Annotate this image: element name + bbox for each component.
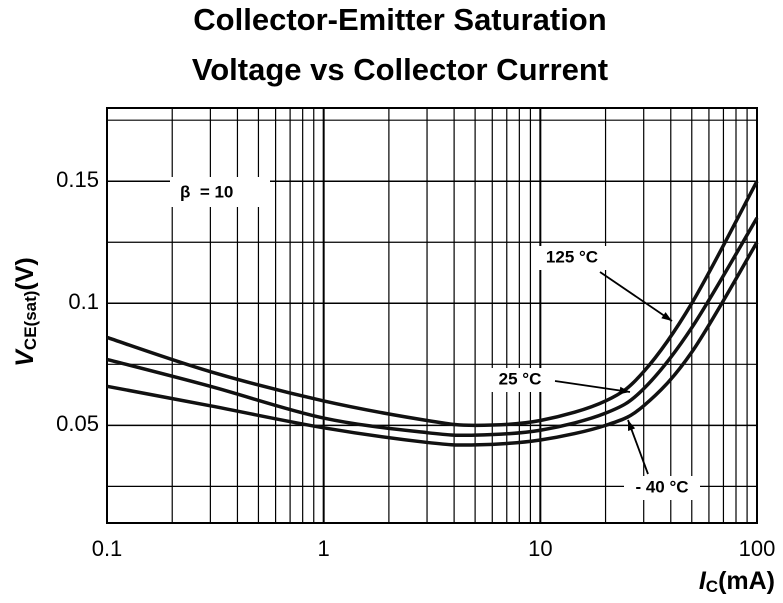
y-label-symbol: V: [11, 348, 39, 367]
series-line: [106, 180, 759, 428]
y-label-unit: (V): [11, 257, 39, 290]
y-tick-label: 0.1: [68, 289, 99, 314]
x-label-subscript: C: [706, 577, 718, 596]
label-background: [534, 246, 610, 270]
series-line: [106, 241, 759, 447]
y-label-subscript: CE(sat): [21, 291, 40, 351]
chart-title: Collector-Emitter Saturation: [193, 2, 606, 37]
x-tick-label: 100: [739, 536, 776, 561]
label-arrow: [554, 380, 631, 393]
series-label: - 40 °C: [635, 477, 688, 496]
chart-title: Voltage vs Collector Current: [192, 52, 608, 87]
y-tick-label: 0.05: [56, 411, 99, 436]
label-arrow: [599, 271, 673, 322]
series-line: [106, 216, 759, 438]
label-background: [482, 368, 558, 392]
series-label: 125 °C: [546, 247, 598, 266]
y-tick-label: 0.15: [56, 167, 99, 192]
arrow-head: [661, 312, 672, 321]
y-axis-label: VCE(sat)(V): [11, 257, 41, 367]
arrow-head: [628, 420, 636, 431]
annotation: β = 10: [180, 182, 233, 201]
x-tick-label: 1: [318, 536, 330, 561]
annotation-background: [170, 177, 270, 207]
plot-area: [106, 107, 758, 524]
x-label-symbol: I: [699, 567, 707, 595]
x-label-unit: (mA): [718, 567, 775, 595]
x-tick-label: 10: [528, 536, 552, 561]
arrow-head: [619, 386, 630, 395]
label-background: [624, 476, 700, 500]
x-axis-label: IC(mA): [699, 567, 775, 597]
x-tick-label: 0.1: [92, 536, 123, 561]
series-label: 25 °C: [499, 369, 542, 388]
